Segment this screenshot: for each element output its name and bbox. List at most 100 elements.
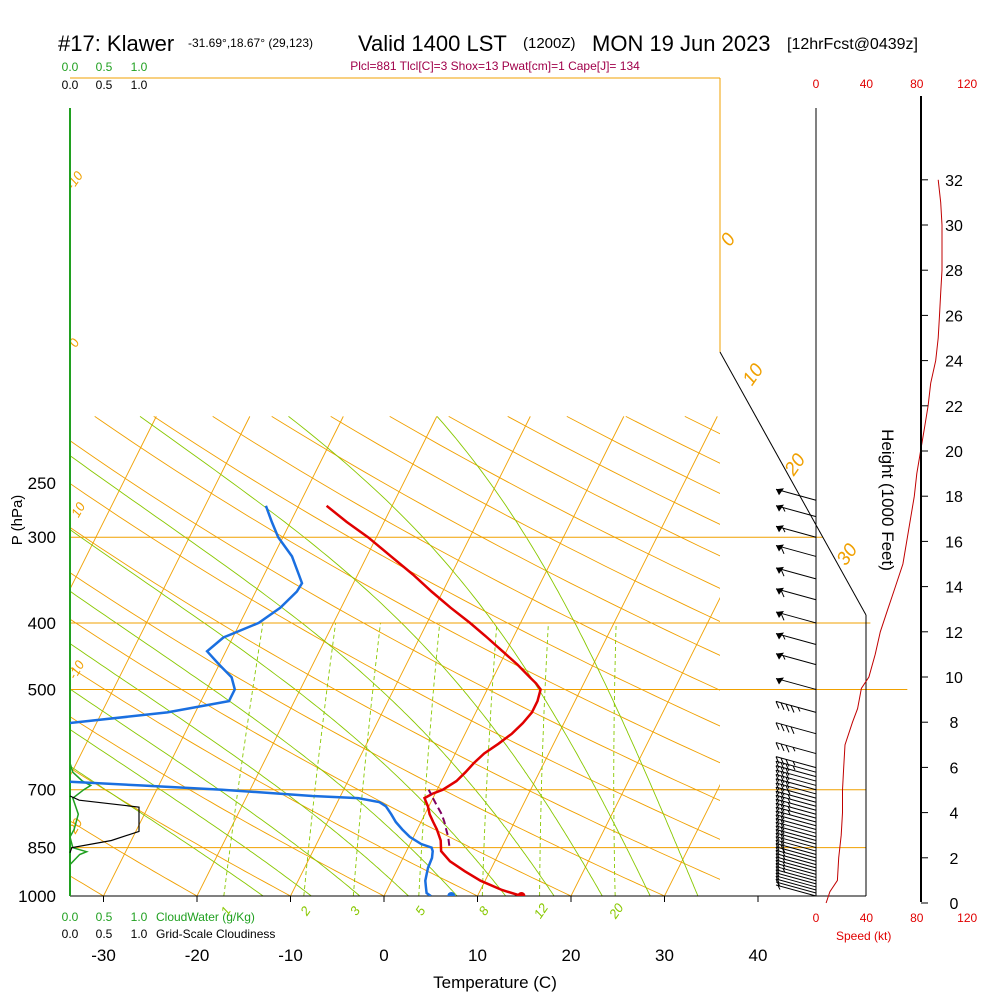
cloudiness-label: Grid-Scale Cloudiness <box>156 927 275 941</box>
wind-barb-shaft <box>775 505 817 518</box>
isotherm-label: 0 <box>66 335 83 349</box>
moist-adiabat-line <box>70 688 361 896</box>
pressure-tick-label: 300 <box>28 528 56 547</box>
isotherm-line <box>844 416 1000 910</box>
wind-barb-flag <box>776 677 784 685</box>
isotherm-line <box>70 416 251 778</box>
height-tick-label: 30 <box>945 218 963 235</box>
wind-barb <box>775 610 817 624</box>
mixing-ratio-lines <box>223 622 617 896</box>
mixing-ratio-label: 20 <box>605 900 627 922</box>
wind-barb-shaft <box>775 677 817 690</box>
isotherm-line <box>476 416 718 896</box>
wind-barb <box>775 504 817 518</box>
wind-barb-feather <box>775 778 780 786</box>
dry-adiabat-line <box>70 482 720 840</box>
wind-barb <box>775 881 817 894</box>
wind-barb <box>775 859 817 872</box>
wind-barb <box>775 756 817 769</box>
forecast-info: [12hrFcst@0439z] <box>787 36 918 53</box>
dry-adiabat-line <box>389 416 720 589</box>
dry-adiabat-line <box>507 416 720 525</box>
x-tick-label: 0 <box>379 946 388 965</box>
wind-barb-flag <box>776 652 784 660</box>
wind-barb-feather <box>775 839 780 848</box>
wind-barb-shaft <box>775 567 817 580</box>
dry-adiabat-line <box>94 416 720 764</box>
mixing-ratio-label: 3 <box>347 903 364 918</box>
wind-barb-feather <box>780 841 785 849</box>
dry-adiabat-line <box>70 618 573 896</box>
wind-barb-feather <box>785 725 790 733</box>
wind-barb-flag <box>776 632 784 640</box>
speed-tick-top: 120 <box>957 77 977 91</box>
wind-barb-feather <box>785 768 790 776</box>
parcel-line <box>427 789 451 846</box>
wind-barb-shaft <box>775 588 817 601</box>
height-tick-label: 12 <box>945 625 963 642</box>
wind-barb-shaft <box>775 875 817 888</box>
height-tick-label: 6 <box>950 760 959 777</box>
wind-barb-feather <box>775 803 780 811</box>
height-tick-label: 18 <box>945 489 963 506</box>
wind-barb <box>775 742 817 755</box>
wind-barb-feather <box>775 832 780 841</box>
mixing-ratio-line <box>481 622 498 896</box>
moist-adiabat-line <box>70 728 313 896</box>
wind-barb-shaft <box>775 700 817 713</box>
wind-barb-feather <box>785 703 790 712</box>
moist-adiabat-line <box>70 643 410 896</box>
dry-adiabat-line <box>153 416 720 727</box>
cloudiness-scale-bottom: 0.0 <box>62 927 79 941</box>
wind-barb-shaft <box>775 653 817 666</box>
y-axis-label: P (hPa) <box>9 495 26 546</box>
cloudiness-scale-bottom: 1.0 <box>131 927 148 941</box>
temperature-line <box>325 504 542 896</box>
moist-adiabat-line <box>70 455 555 896</box>
wind-barb-half-feather <box>797 707 801 712</box>
cloudiness-scale-top: 0.5 <box>96 78 113 92</box>
moist-adiabat-line <box>288 416 651 896</box>
wind-barb-feather <box>775 722 780 730</box>
plot-right-skew-border <box>719 351 867 616</box>
wind-barb-feather <box>780 613 785 621</box>
wind-barb-feather <box>780 800 785 808</box>
wind-barb-half-feather <box>782 855 786 860</box>
mixing-ratio-label: 2 <box>297 903 314 919</box>
wind-barbs <box>775 488 817 897</box>
x-tick-label: 30 <box>655 946 674 965</box>
mixing-ratio-label: 12 <box>531 900 552 921</box>
wind-barb-feather <box>780 743 785 752</box>
wind-barb-feather <box>790 705 795 713</box>
wind-barb-feather <box>775 782 780 791</box>
wind-barb-feather <box>775 806 780 815</box>
wind-barb-feather <box>775 760 780 769</box>
pressure-tick-label: 700 <box>28 781 56 800</box>
moist-adiabat-lines <box>70 416 699 896</box>
dry-adiabat-line <box>70 820 198 896</box>
wind-barb-feather <box>775 822 780 830</box>
x-tick-label: -30 <box>91 946 116 965</box>
wind-barb-feather <box>775 765 780 773</box>
wind-barb-half-feather <box>782 851 786 857</box>
wind-barb <box>775 700 817 713</box>
mixing-ratio-line <box>613 622 617 896</box>
wind-barb-half-feather <box>792 746 796 752</box>
wind-barb-feather <box>775 843 780 851</box>
mixing-ratio-line <box>223 622 264 896</box>
dry-adiabat-line <box>70 716 385 896</box>
height-tick-label: 0 <box>950 896 959 913</box>
sounding-profiles <box>70 504 542 896</box>
wind-barb <box>775 866 817 879</box>
wind-barb <box>775 677 817 690</box>
pressure-tick-label: 1000 <box>18 887 56 906</box>
wind-barb <box>775 856 817 869</box>
wind-barb-feather <box>775 878 780 887</box>
wind-barb-shaft <box>775 849 817 862</box>
wind-barb <box>775 853 817 866</box>
wind-barb-feather <box>775 863 780 871</box>
dry-adiabat-lines <box>70 415 720 896</box>
height-tick-label: 8 <box>950 715 959 732</box>
